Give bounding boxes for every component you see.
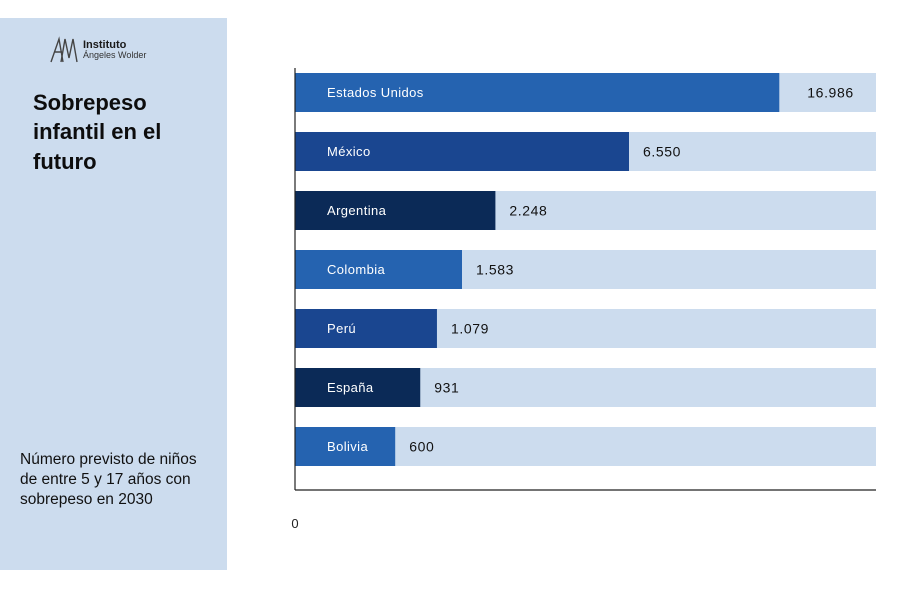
bar xyxy=(295,427,396,466)
x-tick-label: 0 xyxy=(291,516,298,531)
bar-category-label: Colombia xyxy=(327,262,385,277)
bar-value-label: 1.079 xyxy=(451,321,489,337)
bar-category-label: España xyxy=(327,380,374,395)
bar-value-label: 931 xyxy=(434,380,459,396)
sidebar-panel: Instituto Ángeles Wolder Sobrepeso infan… xyxy=(0,18,227,570)
bar-value-label: 6.550 xyxy=(643,144,681,160)
brand-name-line2: Ángeles Wolder xyxy=(83,50,147,61)
bar-category-label: México xyxy=(327,144,371,159)
brand-name-line1: Instituto xyxy=(83,38,127,51)
page-title: Sobrepeso infantil en el futuro xyxy=(33,90,162,174)
bar xyxy=(295,368,421,407)
brand-logo: Instituto Ángeles Wolder xyxy=(49,36,146,64)
bar-category-label: Estados Unidos xyxy=(327,85,424,100)
bar-value-label: 600 xyxy=(409,439,434,455)
bar-category-label: Perú xyxy=(327,321,356,336)
bar-category-label: Bolivia xyxy=(327,439,368,454)
bar xyxy=(295,309,437,348)
bar-value-label: 2.248 xyxy=(509,203,547,219)
bar xyxy=(295,191,496,230)
bar-value-label: 16.986 xyxy=(807,85,853,101)
bar xyxy=(295,132,629,171)
bar xyxy=(295,73,780,112)
bar-category-label: Argentina xyxy=(327,203,387,218)
brand-mark-icon xyxy=(50,36,78,63)
chart-description: Número previsto de niños de entre 5 y 17… xyxy=(20,451,197,509)
bar xyxy=(295,250,462,289)
bar-value-label: 1.583 xyxy=(476,262,514,278)
